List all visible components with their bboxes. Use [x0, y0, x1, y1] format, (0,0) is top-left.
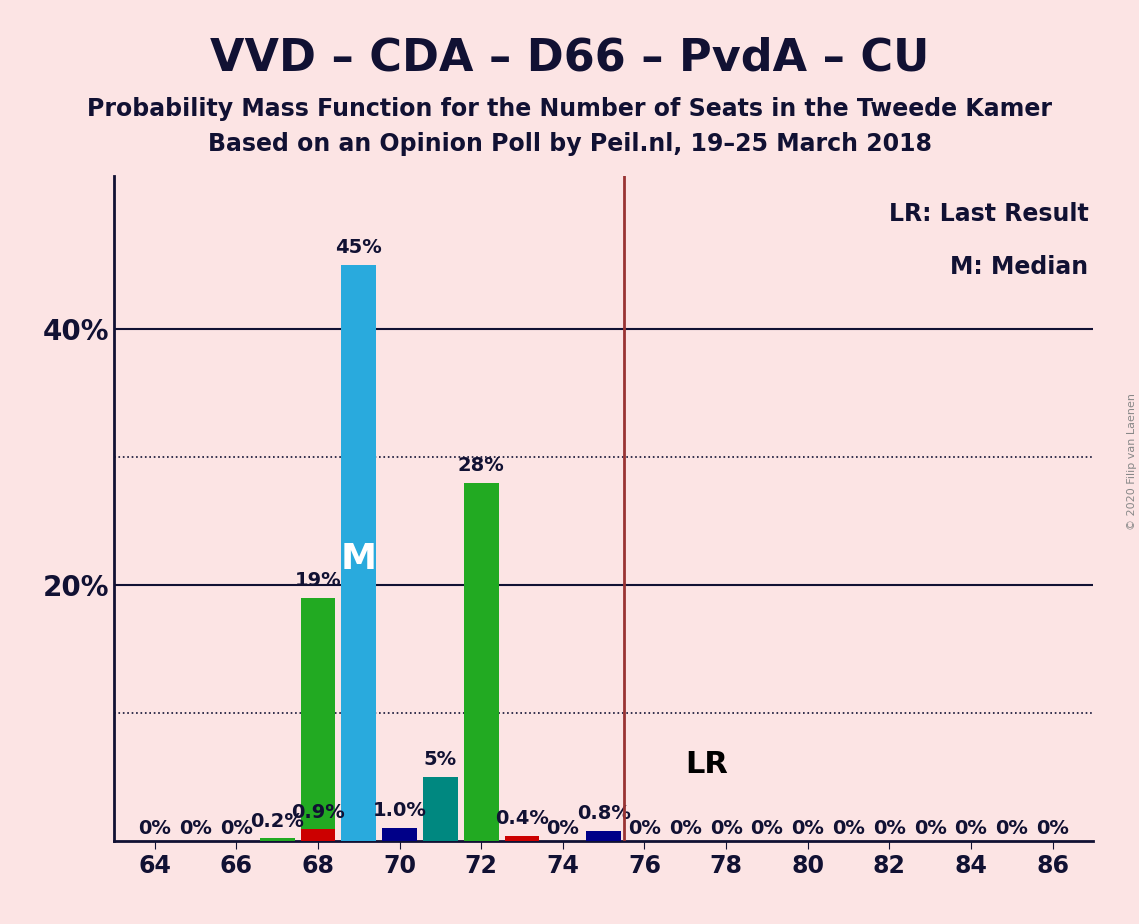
Text: 0%: 0% — [179, 819, 212, 838]
Text: 19%: 19% — [295, 571, 342, 590]
Text: 1.0%: 1.0% — [372, 801, 426, 821]
Text: 0%: 0% — [751, 819, 784, 838]
Text: © 2020 Filip van Laenen: © 2020 Filip van Laenen — [1126, 394, 1137, 530]
Text: Based on an Opinion Poll by Peil.nl, 19–25 March 2018: Based on an Opinion Poll by Peil.nl, 19–… — [207, 132, 932, 156]
Text: 0.8%: 0.8% — [576, 804, 631, 823]
Text: 28%: 28% — [458, 456, 505, 475]
Bar — [505, 835, 540, 841]
Text: 0%: 0% — [954, 819, 988, 838]
Text: 0%: 0% — [995, 819, 1029, 838]
Text: 5%: 5% — [424, 750, 457, 769]
Text: 0%: 0% — [669, 819, 702, 838]
Text: 0%: 0% — [792, 819, 825, 838]
Bar — [464, 482, 499, 841]
Text: 0.9%: 0.9% — [292, 803, 345, 821]
Bar — [587, 831, 621, 841]
Text: 0%: 0% — [547, 819, 580, 838]
Text: 0%: 0% — [872, 819, 906, 838]
Bar — [260, 838, 295, 841]
Text: M: Median: M: Median — [950, 255, 1089, 279]
Text: 0%: 0% — [1036, 819, 1070, 838]
Text: 0.2%: 0.2% — [251, 811, 304, 831]
Text: 0%: 0% — [220, 819, 253, 838]
Text: M: M — [341, 542, 377, 577]
Text: 0%: 0% — [628, 819, 661, 838]
Text: 45%: 45% — [335, 238, 383, 258]
Text: 0%: 0% — [138, 819, 171, 838]
Text: LR: LR — [686, 749, 728, 779]
Text: VVD – CDA – D66 – PvdA – CU: VVD – CDA – D66 – PvdA – CU — [210, 37, 929, 80]
Bar — [301, 830, 335, 841]
Text: 0.4%: 0.4% — [495, 809, 549, 828]
Bar — [301, 598, 335, 841]
Text: Probability Mass Function for the Number of Seats in the Tweede Kamer: Probability Mass Function for the Number… — [87, 97, 1052, 121]
Bar — [342, 265, 376, 841]
Text: 0%: 0% — [913, 819, 947, 838]
Text: 0%: 0% — [710, 819, 743, 838]
Bar — [423, 777, 458, 841]
Text: 0%: 0% — [833, 819, 865, 838]
Text: LR: Last Result: LR: Last Result — [888, 202, 1089, 226]
Bar — [383, 828, 417, 841]
